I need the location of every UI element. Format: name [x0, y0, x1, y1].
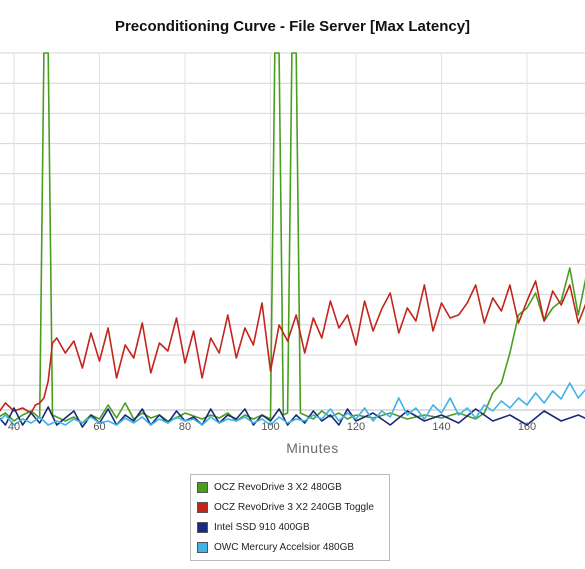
x-tick-label: 160 — [518, 421, 536, 433]
chart-title: Preconditioning Curve - File Server [Max… — [114, 18, 471, 35]
legend-item: OWC Mercury Accelsior 480GB — [197, 537, 383, 557]
x-tick-label: 60 — [93, 421, 105, 433]
legend-label: OCZ RevoDrive 3 X2 480GB — [214, 481, 342, 493]
vertical-gridlines — [13, 53, 528, 410]
legend-item: OCZ RevoDrive 3 X2 240GB Toggle — [197, 497, 383, 517]
legend-swatch — [197, 521, 208, 533]
x-tick-label: 140 — [432, 421, 450, 433]
horizontal-gridlines — [0, 52, 585, 411]
legend-label: OCZ RevoDrive 3 X2 240GB Toggle — [214, 501, 374, 513]
legend-swatch — [197, 541, 208, 553]
legend-swatch — [197, 501, 208, 513]
x-tick-label: 80 — [179, 421, 191, 433]
x-axis-tick-labels: 406080100120140160180200220240260280300 — [8, 421, 536, 433]
legend-item: Intel SSD 910 400GB — [197, 517, 383, 537]
legend-swatch — [197, 481, 208, 493]
series-line-1 — [0, 52, 585, 424]
x-tick-label: 100 — [261, 421, 279, 433]
x-tick-label: 120 — [347, 421, 365, 433]
legend-label: Intel SSD 910 400GB — [214, 521, 310, 533]
legend-item: OCZ RevoDrive 3 X2 480GB — [197, 477, 383, 497]
series-line-2 — [0, 280, 585, 414]
x-axis-label: Minutes — [286, 440, 339, 456]
series-lines — [0, 52, 585, 428]
x-tick-label: 40 — [8, 421, 20, 433]
series-line-4 — [0, 382, 585, 426]
legend: OCZ RevoDrive 3 X2 480GB OCZ RevoDrive 3 … — [190, 474, 390, 561]
legend-label: OWC Mercury Accelsior 480GB — [214, 541, 355, 553]
